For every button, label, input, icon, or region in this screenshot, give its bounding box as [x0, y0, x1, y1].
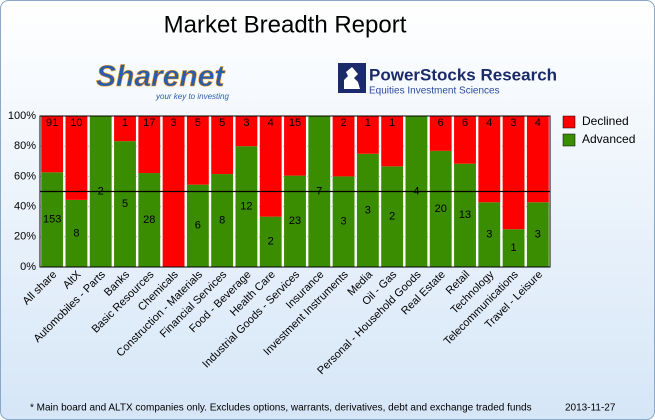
bar-segment: [114, 116, 136, 142]
y-tick-label: 40%: [14, 201, 36, 213]
data-label: 6: [438, 117, 444, 129]
data-label: 6: [462, 117, 468, 129]
bar-segment: [211, 116, 234, 175]
data-label: 2: [389, 211, 395, 223]
bar-segment: [454, 116, 476, 164]
bar-segment: [186, 116, 209, 185]
bar-segment: [356, 116, 379, 154]
data-label: 3: [535, 229, 541, 241]
data-label: 153: [43, 214, 61, 226]
data-label: 3: [171, 117, 177, 129]
data-label: 13: [459, 209, 471, 221]
data-label: 2: [268, 236, 274, 248]
legend-label: Advanced: [582, 132, 635, 146]
data-label: 1: [389, 117, 395, 129]
bar-segment: [235, 146, 258, 267]
y-tick-label: 20%: [14, 231, 36, 243]
bar-segment: [332, 176, 355, 267]
bar-segment: [502, 229, 525, 267]
data-label: 5: [219, 117, 225, 129]
y-tick-label: 100%: [8, 110, 36, 122]
data-label: 1: [511, 242, 517, 254]
data-label: 17: [143, 117, 155, 129]
data-label: 1: [122, 117, 128, 129]
logo-right: PowerStocks Research: [369, 65, 557, 84]
bar-segment: [356, 153, 379, 267]
data-label: 23: [289, 215, 301, 227]
data-label: 6: [195, 220, 201, 232]
plot-border: [39, 115, 551, 268]
bar-segment: [138, 173, 161, 267]
bar-segment: [138, 116, 161, 174]
y-tick-label: 80%: [14, 140, 36, 152]
bar-segment: [526, 116, 549, 203]
y-tick-label: 60%: [14, 170, 36, 182]
chart-title: Market Breadth Report: [164, 11, 407, 38]
bar-segment: [502, 116, 525, 230]
bar-segment: [65, 116, 88, 200]
data-label: 8: [219, 214, 225, 226]
bar-segment: [478, 116, 501, 203]
logo-right-tagline: Equities Investment Sciences: [369, 86, 500, 97]
data-label: 3: [511, 117, 517, 129]
logo-left-tagline: your key to investing: [155, 92, 229, 101]
bar-segment: [41, 172, 64, 267]
data-label: 5: [122, 198, 128, 210]
footnote: * Main board and ALTX companies only. Ex…: [30, 403, 532, 414]
data-label: 1: [365, 117, 371, 129]
data-label: 8: [73, 227, 79, 239]
data-label: 3: [486, 229, 492, 241]
bar-segment: [284, 116, 306, 176]
bar-segment: [114, 141, 136, 267]
y-tick-label: 0%: [20, 261, 36, 273]
data-label: 3: [341, 216, 347, 228]
data-label: 5: [195, 117, 201, 129]
logo-knight: [344, 67, 360, 89]
bar-segment: [381, 116, 404, 167]
legend-swatch: [562, 133, 576, 147]
data-label: 2: [341, 117, 347, 129]
bar-segment: [429, 150, 452, 267]
data-label: 20: [435, 203, 447, 215]
data-label: 91: [46, 117, 58, 129]
bar-segment: [259, 216, 282, 267]
data-label: 4: [486, 117, 492, 129]
bar-segment: [454, 163, 476, 267]
bar-segment: [284, 175, 306, 267]
bar-segment: [65, 199, 88, 267]
bar-segment: [41, 116, 64, 173]
data-label: 3: [243, 117, 249, 129]
data-label: 4: [268, 117, 274, 129]
logo-left: Sharenet: [96, 60, 226, 93]
bar-segment: [478, 202, 501, 267]
bar-segment: [332, 116, 355, 177]
data-label: 3: [365, 204, 371, 216]
bar-segment: [186, 184, 209, 267]
legend-swatch: [562, 115, 576, 129]
bar-segment: [235, 116, 258, 147]
data-label: 12: [240, 201, 252, 213]
bar-segment: [526, 202, 549, 267]
data-label: 28: [143, 214, 155, 226]
data-label: 15: [289, 117, 301, 129]
bar-segment: [259, 116, 282, 217]
legend-label: Declined: [582, 114, 629, 128]
bar-segment: [429, 116, 452, 151]
bar-segment: [211, 174, 234, 267]
data-label: 10: [70, 117, 82, 129]
data-label: 4: [535, 117, 541, 129]
date: 2013-11-27: [565, 403, 616, 414]
